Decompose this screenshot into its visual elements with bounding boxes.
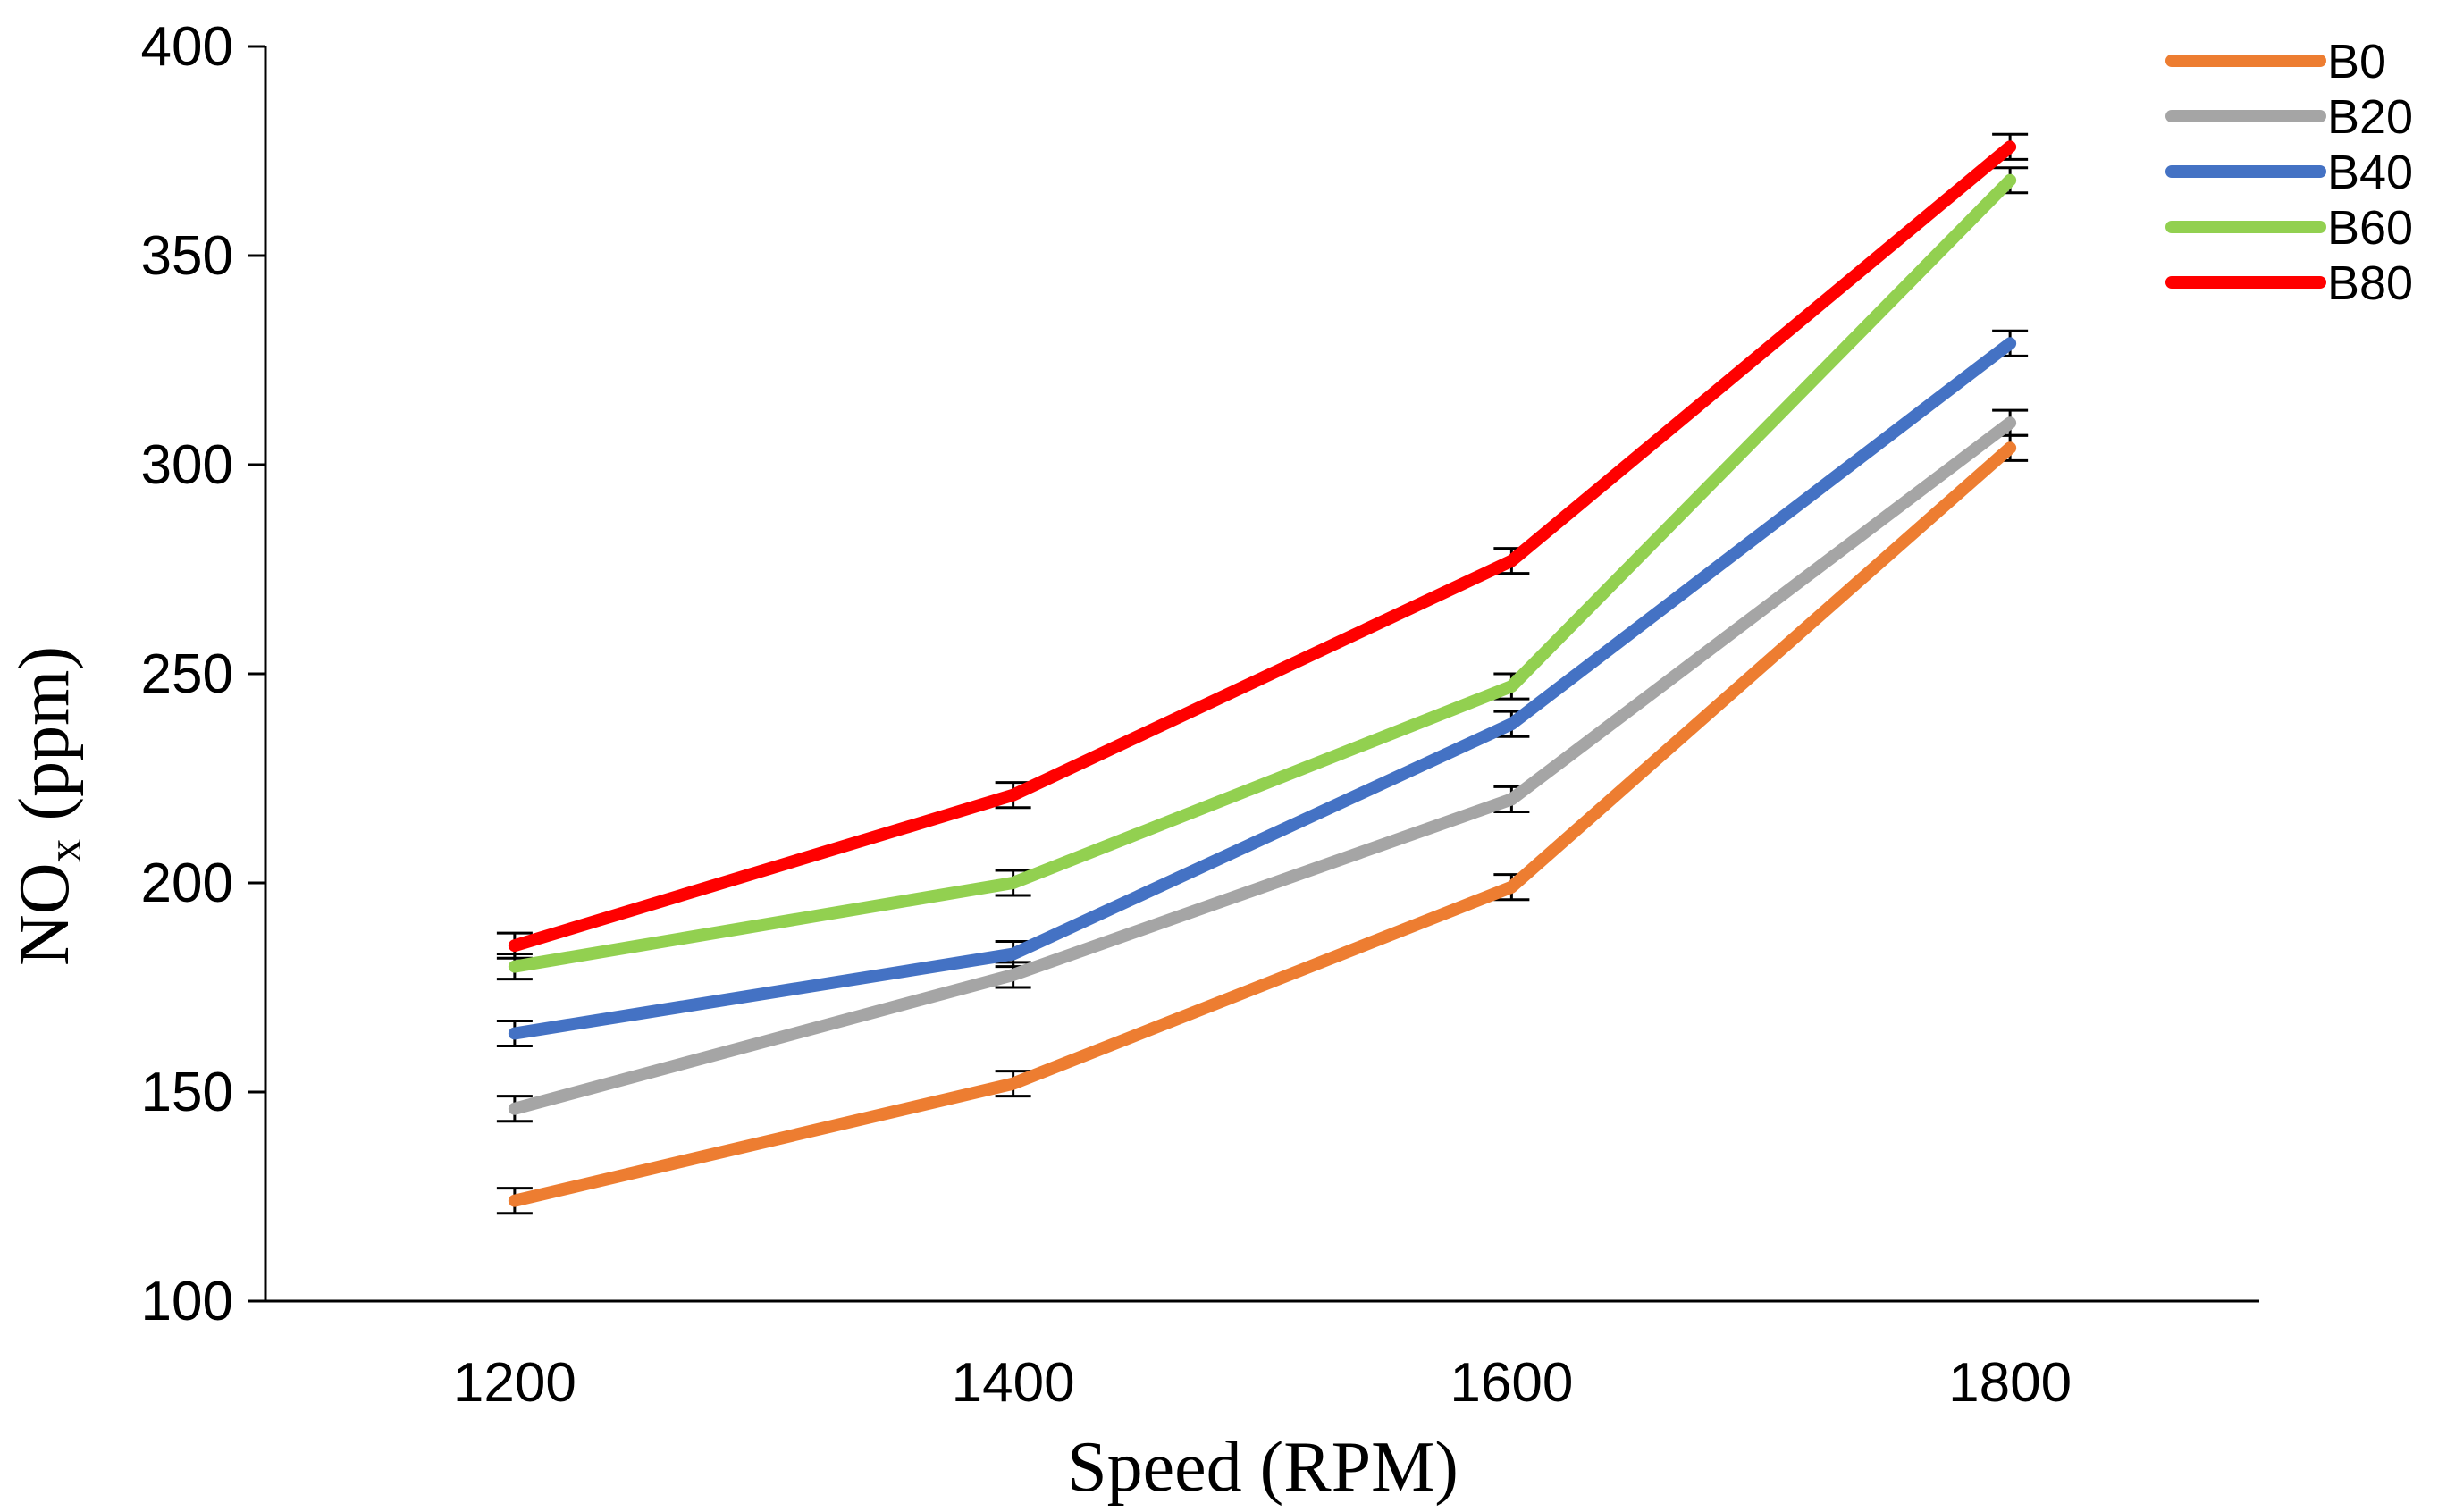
series-lines <box>508 140 2017 1207</box>
y-ticks: 100 150 200 250 300 350 400 <box>141 16 265 1332</box>
y-tick-label: 300 <box>141 434 233 496</box>
legend-label: B0 <box>2327 35 2386 88</box>
y-tick-label: 400 <box>141 16 233 78</box>
x-axis-title: Speed (RPM) <box>1067 1428 1459 1507</box>
y-tick-label: 100 <box>141 1271 233 1332</box>
y-tick-label: 200 <box>141 853 233 914</box>
legend-label: B80 <box>2327 256 2413 310</box>
y-axis-title-unit: (ppm) <box>5 646 84 839</box>
y-axis-title-subscript: x <box>38 838 91 862</box>
series-line-b0 <box>508 441 2017 1207</box>
series-line-b60 <box>508 173 2017 973</box>
x-tick-label: 1200 <box>453 1352 576 1414</box>
series-line-b40 <box>508 337 2017 1040</box>
x-tick-label: 1600 <box>1450 1352 1573 1414</box>
x-ticks: 1200 1400 1600 1800 <box>453 1352 2072 1414</box>
legend-label: B40 <box>2327 146 2413 199</box>
y-tick-label: 250 <box>141 643 233 705</box>
x-tick-label: 1800 <box>1948 1352 2072 1414</box>
y-tick-label: 350 <box>141 225 233 287</box>
x-tick-label: 1400 <box>952 1352 1075 1414</box>
series-line-b80 <box>508 140 2017 953</box>
series-line-b20 <box>508 416 2017 1115</box>
legend-label: B20 <box>2327 90 2413 144</box>
y-axis-title-main: NO <box>5 862 84 966</box>
legend-label: B60 <box>2327 201 2413 255</box>
y-axis-title: NOx (ppm) <box>5 646 91 966</box>
y-tick-label: 150 <box>141 1062 233 1123</box>
